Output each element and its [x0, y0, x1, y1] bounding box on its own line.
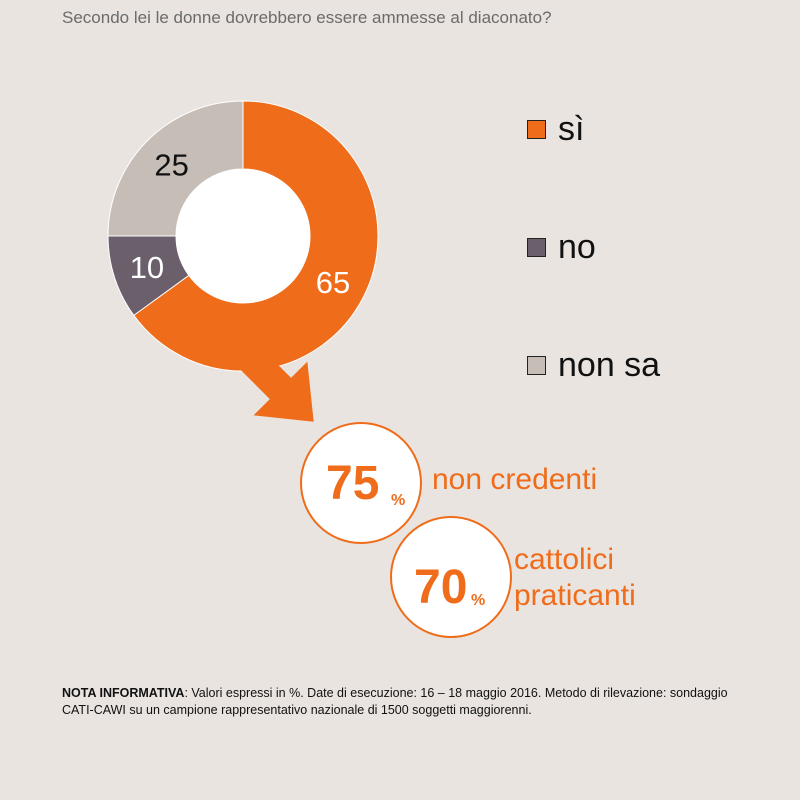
legend-swatch-si [527, 120, 546, 139]
legend-swatch-no [527, 238, 546, 257]
callout-label-non-credenti: non credenti [432, 462, 597, 498]
legend-item-no: no [527, 228, 596, 267]
callout-bubble-cattolici [390, 516, 512, 638]
note-heading: NOTA INFORMATIVA [62, 686, 185, 700]
legend-item-si: sì [527, 110, 584, 149]
callout-label-line: non credenti [432, 463, 598, 496]
callout-arrow-icon [232, 340, 314, 422]
arrow-shape [232, 340, 314, 422]
legend-label-non-sa: non sa [558, 346, 661, 384]
callout-label-cattolici: cattolici praticanti [514, 542, 636, 614]
legend-item-non-sa: non sa [527, 346, 660, 385]
info-note: NOTA INFORMATIVA: Valori espressi in %. … [62, 685, 752, 719]
callout-bubble-non-credenti [300, 422, 422, 544]
donut-hole [176, 169, 310, 303]
note-text: : Valori espressi in %. Date di esecuzio… [62, 686, 728, 717]
slice-label-si: 65 [316, 265, 350, 300]
callout-label-line: praticanti [514, 579, 636, 612]
callout-label-line: cattolici [514, 543, 615, 576]
slice-label-no: 10 [130, 250, 164, 285]
chart-title: Secondo lei le donne dovrebbero essere a… [62, 8, 552, 27]
callout-unit-cattolici: % [471, 592, 486, 609]
legend-swatch-non-sa [527, 356, 546, 375]
callout-value-cattolici: 70 [414, 561, 468, 614]
callout-unit-non-credenti: % [391, 492, 406, 509]
legend-label-si: sì [558, 110, 585, 148]
callout-value-non-credenti: 75 [326, 457, 380, 510]
slice-label-non-sa: 25 [154, 148, 188, 183]
legend-label-no: no [558, 228, 596, 266]
